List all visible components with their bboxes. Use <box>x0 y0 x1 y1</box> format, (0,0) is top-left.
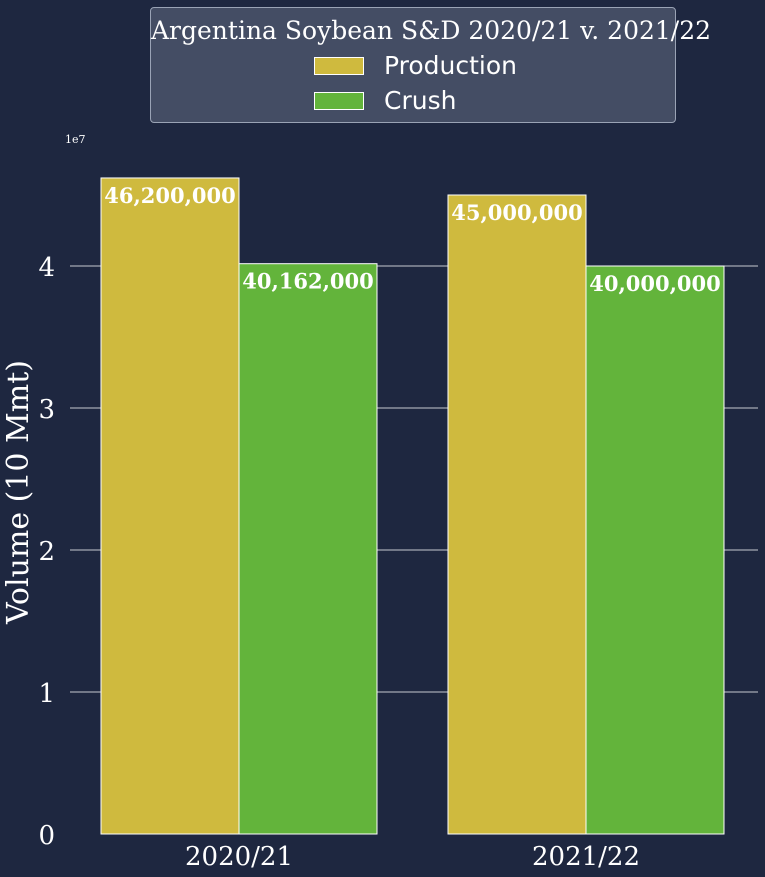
bar-production-0 <box>100 177 240 835</box>
y-tick-label: 2 <box>38 537 55 567</box>
bar-crush-1 <box>585 265 725 835</box>
legend-swatch-production <box>314 57 364 75</box>
y-tick-label: 0 <box>38 821 55 851</box>
bar-value-label: 46,200,000 <box>104 183 236 208</box>
y-axis-label: Volume (10 Mmt) <box>1 360 36 625</box>
legend-swatch-crush <box>314 92 364 110</box>
bars <box>100 177 725 835</box>
y-tick-labels: 0 1 2 3 4 <box>38 253 55 851</box>
legend-label-crush: Crush <box>384 86 457 115</box>
chart-title: Argentina Soybean S&D 2020/21 v. 2021/22 <box>151 16 712 45</box>
y-tick-label: 4 <box>38 253 55 283</box>
bar-value-label: 45,000,000 <box>451 200 583 225</box>
bar-crush-0 <box>238 263 378 835</box>
legend-label-production: Production <box>384 51 518 80</box>
legend: Argentina Soybean S&D 2020/21 v. 2021/22… <box>150 7 712 123</box>
x-tick-label: 2021/22 <box>532 842 640 872</box>
bar-value-labels: 46,200,000 45,000,000 40,162,000 40,000,000 <box>104 183 721 296</box>
bar-production-1 <box>447 194 587 835</box>
y-axis-offset-text: 1e7 <box>65 133 86 146</box>
x-tick-labels: 2020/21 2021/22 <box>185 842 640 872</box>
y-tick-label: 3 <box>38 395 55 425</box>
bar-value-label: 40,162,000 <box>242 269 374 294</box>
y-tick-label: 1 <box>38 679 55 709</box>
x-tick-label: 2020/21 <box>185 842 293 872</box>
bar-value-label: 40,000,000 <box>589 271 721 296</box>
